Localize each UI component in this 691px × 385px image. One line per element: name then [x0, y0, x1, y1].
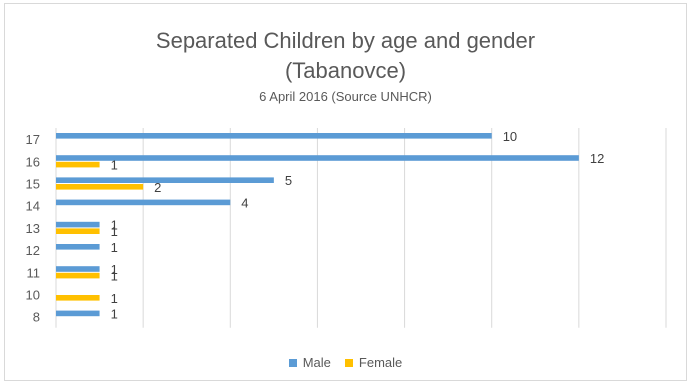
data-label-male-13: 1 [111, 218, 118, 233]
bar-female-15 [56, 184, 144, 190]
bar-female-16 [56, 161, 100, 168]
y-tick-label-8: 8 [33, 310, 40, 325]
bar-male-13 [56, 221, 100, 228]
data-label-female-16: 1 [111, 158, 118, 173]
bar-female-11 [56, 272, 100, 279]
y-tick-label-13: 13 [26, 221, 40, 236]
chart-title-line-2: (Tabanovce) [284, 58, 407, 83]
data-label-male-16: 12 [590, 151, 604, 166]
legend-swatch-female [344, 358, 353, 367]
y-tick-label-17: 17 [26, 132, 40, 147]
y-tick-label-15: 15 [26, 177, 40, 192]
y-tick-label-12: 12 [26, 243, 40, 258]
legend-label-male: Male [302, 355, 331, 370]
legend-label-female: Female [358, 355, 403, 370]
data-label-female-13: 1 [111, 224, 118, 239]
chart-frame [4, 3, 687, 381]
y-tick-label-10: 10 [26, 288, 40, 303]
bar-male-12 [56, 244, 100, 250]
data-label-male-8: 1 [111, 306, 118, 321]
data-label-male-17: 10 [503, 129, 517, 144]
bar-female-13 [56, 228, 100, 234]
legend-item-male: Male [288, 355, 331, 370]
data-label-male-12: 1 [111, 240, 118, 255]
bar-male-11 [56, 266, 100, 272]
data-label-male-14: 4 [241, 195, 248, 210]
legend-item-female: Female [344, 355, 403, 370]
bar-male-14 [56, 199, 231, 206]
bar-male-15 [56, 177, 274, 183]
chart-subtitle: 6 April 2016 (Source UNHCR) [259, 89, 432, 104]
bar-female-10 [56, 295, 100, 301]
chart-title-line-1: Separated Children by age and gender [155, 28, 536, 53]
y-tick-label-16: 16 [26, 154, 40, 169]
y-tick-label-14: 14 [26, 199, 40, 214]
legend-swatch-male [288, 358, 297, 367]
bar-male-16 [56, 155, 579, 161]
data-label-male-15: 5 [285, 173, 292, 188]
y-tick-label-11: 11 [27, 265, 41, 280]
bar-male-17 [56, 133, 492, 139]
chart-legend: Male Female [0, 355, 691, 370]
data-label-female-15: 2 [154, 180, 161, 195]
data-label-female-11: 1 [111, 269, 118, 284]
bar-male-8 [56, 310, 100, 317]
data-label-male-11: 1 [111, 262, 118, 277]
data-label-female-10: 1 [111, 291, 118, 306]
